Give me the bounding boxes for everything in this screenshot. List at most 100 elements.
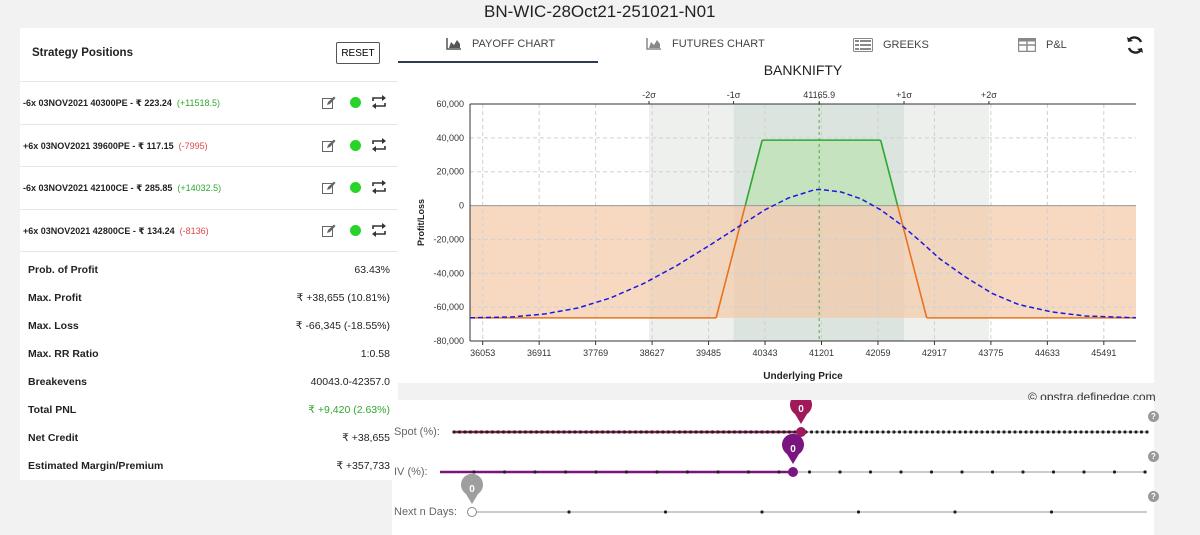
slider-handle[interactable] (788, 467, 798, 477)
status-toggle[interactable] (350, 139, 361, 151)
stat-label: Estimated Margin/Premium (28, 460, 164, 472)
expiry-payoff-line (744, 139, 763, 206)
slider-step-dot (556, 430, 561, 434)
slider-step-dot (760, 430, 764, 434)
tab-futures-chart[interactable]: FUTURES CHART (646, 38, 765, 50)
slider-step-dot (594, 470, 598, 474)
slider-step-dot (628, 430, 632, 434)
slider-step-dot (545, 430, 550, 434)
sigma-label: +2σ (981, 90, 997, 100)
stat-value: ₹ +357,733 (336, 460, 390, 472)
swap-icon[interactable] (371, 137, 387, 152)
slider-step-dot (512, 430, 517, 434)
help-icon[interactable]: ? (1148, 491, 1159, 502)
slider-step-dot (655, 470, 659, 474)
slider-step-dot (1084, 430, 1089, 434)
slider-value-pin (782, 433, 804, 464)
status-toggle[interactable] (350, 97, 361, 108)
y-tick-label: 60,000 (436, 99, 464, 109)
y-tick-label: -60,000 (433, 302, 464, 312)
tab-label: GREEKS (883, 39, 929, 51)
slider-step-dot (1062, 430, 1067, 434)
x-tick-label: 39485 (696, 348, 721, 358)
status-toggle[interactable] (350, 224, 361, 236)
table-grid-icon (1018, 38, 1036, 52)
edit-icon[interactable] (322, 96, 336, 110)
slider-value-pin (790, 400, 812, 424)
slider-step-dot (595, 430, 599, 434)
slider-step-dot (899, 470, 903, 474)
slider-handle[interactable] (467, 507, 477, 517)
tab-label: P&L (1046, 39, 1067, 51)
tab-pnl[interactable]: P&L (1018, 38, 1067, 52)
refresh-icon[interactable] (1125, 35, 1145, 55)
x-tick-label: 37769 (583, 348, 608, 358)
sigma-label: +1σ (896, 90, 912, 100)
slider-step-dot (1079, 430, 1083, 434)
stats-list: Prob. of Profit 63.43% Max. Profit ₹ +38,65… (20, 252, 398, 478)
x-tick-label: 36053 (470, 348, 495, 358)
edit-icon[interactable] (322, 224, 336, 238)
slider-step-dot (776, 430, 781, 434)
x-tick-label: 38627 (640, 348, 665, 358)
stat-value: ₹ -66,345 (-18.55%) (295, 320, 390, 332)
payoff-chart: 36053 36911 37769 38627 39485 40343 41201 42059… (416, 62, 1137, 382)
slider-step-dot (474, 430, 478, 434)
stat-label: Max. Loss (28, 320, 79, 332)
table-list-icon (853, 38, 873, 52)
slider-handle[interactable] (796, 427, 806, 437)
slider-value: 0 (790, 444, 796, 455)
chart-tabs: PAYOFF CHART FUTURES CHART GREEKS P&L (398, 28, 1154, 63)
panel-header: Strategy Positions RESET (20, 28, 398, 82)
slider-step-dot (853, 430, 858, 434)
help-icon[interactable]: ? (1148, 451, 1159, 462)
slider-step-dot (754, 430, 759, 434)
strategy-title: BN-WIC-28Oct21-251021-N01 (484, 2, 716, 21)
slider-step-dot (782, 430, 786, 434)
slider-step-dot (1049, 510, 1054, 514)
slider-step-dot (881, 430, 885, 434)
slider-step-dot (562, 430, 566, 434)
stat-label: Total PNL (28, 404, 77, 416)
slider-step-dot (848, 430, 852, 434)
slider-step-dot (930, 430, 935, 434)
slider-step-dot (655, 430, 660, 434)
slider-step-dot (457, 430, 462, 434)
slider-step-dot (534, 430, 539, 434)
slider-step-dot (1021, 470, 1025, 474)
swap-icon[interactable] (371, 95, 387, 109)
slider-step-dot (452, 430, 456, 434)
stat-value: 1:0.58 (360, 348, 390, 360)
stat-label: Prob. of Profit (28, 264, 98, 276)
slider-step-dot (760, 510, 764, 514)
position-text: +6x 03NOV2021 42800CE - ₹ 134.24 (-8136) (23, 226, 209, 237)
expiry-payoff-line (879, 139, 899, 206)
slider-step-dot (929, 470, 934, 474)
reset-button[interactable]: RESET (336, 42, 380, 64)
tab-label: FUTURES CHART (672, 38, 765, 50)
position-pnl: (+11518.5) (176, 98, 220, 108)
slider-step-dot (746, 470, 751, 474)
edit-icon[interactable] (322, 139, 336, 153)
slider-step-dot (501, 430, 506, 434)
slider-step-dot (952, 430, 957, 434)
sliders-graphics: 0 0 0 (440, 400, 1149, 517)
slider-step-dot (842, 430, 847, 434)
edit-icon[interactable] (322, 181, 336, 195)
stat-row: Breakevens 40043.0-42357.0 (20, 366, 398, 394)
swap-icon[interactable] (371, 180, 387, 194)
position-desc: -6x 03NOV2021 42100CE - ₹ 285.85 (23, 183, 173, 193)
slider-step-dot (710, 430, 715, 434)
tab-greeks[interactable]: GREEKS (853, 38, 929, 52)
slider-step-dot (688, 430, 693, 434)
stat-row: Total PNL ₹ +9,420 (2.63%) (20, 394, 398, 422)
slider-step-dot (980, 430, 984, 434)
swap-icon[interactable] (371, 222, 387, 237)
help-icon[interactable]: ? (1148, 411, 1159, 422)
tab-payoff-chart[interactable]: PAYOFF CHART (446, 38, 555, 50)
status-toggle[interactable] (350, 182, 361, 193)
stat-value: 40043.0-42357.0 (310, 376, 390, 388)
slider-step-dot (727, 430, 731, 434)
slider-step-dot (974, 430, 979, 434)
slider-step-dot (990, 470, 995, 474)
